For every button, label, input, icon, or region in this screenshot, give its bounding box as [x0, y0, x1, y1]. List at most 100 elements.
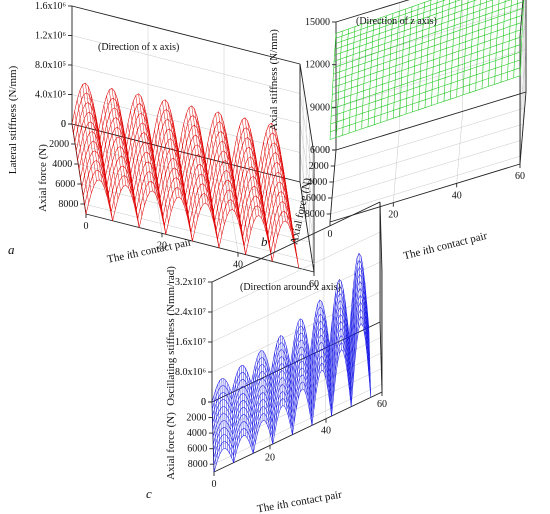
surface-line-y: [279, 146, 294, 242]
floor-gridline-y: [334, 107, 525, 167]
surface-line-y: [278, 338, 281, 409]
surface-line-y: [151, 144, 167, 235]
surface-line-y: [339, 279, 342, 350]
panel-c-z-axis-label: Oscillating stiffness (Nmm/rad): [165, 266, 177, 406]
surface-line-y: [239, 126, 254, 223]
surface-line-y: [519, 0, 525, 76]
box-edge: [71, 5, 301, 65]
y-tick-label: 0: [201, 397, 206, 408]
x-tick-label: 40: [321, 426, 331, 437]
surface-line-y: [194, 108, 209, 206]
surface-line-y: [305, 332, 309, 404]
surface-line-y: [260, 350, 264, 421]
surface-line-y: [226, 134, 241, 229]
surface-line-y: [231, 392, 234, 463]
surface-line-y: [374, 17, 381, 125]
surface-line-y: [217, 383, 221, 455]
z-gridline-right: [519, 6, 527, 79]
surface-line-y: [233, 384, 236, 455]
surface-line-y: [319, 299, 323, 371]
z-gridline: [211, 231, 381, 313]
surface-line-y: [266, 359, 270, 430]
surface-line-y: [234, 149, 249, 243]
z-gridline: [71, 35, 301, 94]
panel-c-ticks: 0 8.0x10⁶ 1.6x10⁷ 2.4x10⁷ 3.2x10⁷ 0 2000 4000 60…: [175, 277, 387, 490]
surface-line-y: [315, 311, 319, 382]
surface-line-y: [362, 266, 366, 337]
panel-a-surface: [71, 82, 300, 269]
y-tick-label: 2000: [309, 161, 329, 172]
panel-b-grid: [329, 0, 527, 223]
floor-gridline-y: [330, 155, 521, 215]
surface-line-y: [202, 142, 217, 235]
surface-line-y: [276, 134, 292, 231]
box-edge: [335, 0, 410, 23]
y-tick-label: 6000: [187, 444, 207, 455]
surface-line-y: [229, 387, 232, 458]
surface-line-y: [172, 121, 188, 216]
surface-line-x: [334, 0, 494, 56]
x-tick-label: 0: [328, 229, 333, 240]
panel-a-x-axis-label: The ith contact pair: [106, 236, 193, 266]
surface-line-y: [364, 282, 368, 353]
surface-line-y: [488, 0, 494, 87]
surface-line-y: [507, 0, 512, 81]
surface-line-y: [235, 377, 238, 448]
surface-line-y: [93, 103, 108, 198]
surface-line-y: [513, 0, 518, 78]
surface-line-y: [148, 128, 164, 222]
surface-line-y: [255, 155, 270, 248]
surface-line-y: [196, 116, 212, 213]
panel-b: 6000900012000150000200040006000800002040…: [261, 0, 527, 262]
surface-line-y: [114, 91, 129, 188]
panel-c-surface: [211, 252, 372, 473]
surface-line-y: [500, 0, 506, 83]
y-tick-label: 4000: [307, 177, 327, 188]
surface-line-y: [284, 178, 300, 269]
surface-line-y: [336, 31, 343, 138]
surface-line-y: [98, 130, 113, 221]
surface-line-y: [143, 104, 159, 200]
z-gridline-right: [299, 122, 315, 214]
surface-line-y: [386, 13, 394, 121]
y-tick-label: 8000: [58, 199, 78, 210]
surface-line-y: [327, 331, 330, 402]
surface-line-y: [281, 161, 297, 254]
z-tick-label: 12000: [305, 60, 330, 71]
surface-line-y: [82, 84, 97, 181]
surface-line-y: [212, 119, 228, 216]
surface-line-y: [265, 131, 281, 228]
surface-line-y: [270, 373, 274, 445]
surface-line-y: [325, 318, 328, 389]
surface-line-y: [264, 353, 268, 425]
surface-line-y: [475, 0, 481, 91]
surface-line-y: [87, 85, 103, 183]
surface-line-y: [301, 319, 305, 390]
surface-line-y: [135, 95, 151, 193]
floor-gridline-y: [78, 163, 307, 223]
surface-line-y: [350, 311, 354, 382]
y-tick-label: 6000: [306, 193, 326, 204]
box-edge: [329, 163, 521, 223]
panel-a: 0 4.0x10⁵ 8.0x10⁵ 1.2x10⁶ 1.6x10⁶ 0 2000 4000 60…: [7, 1, 319, 290]
panel-a-y-axis-label: Axial force (N): [37, 144, 49, 212]
floor-gridline-x: [393, 130, 400, 203]
z-tick-label: 1.6x10⁶: [35, 1, 67, 12]
y-tick-label: 6000: [55, 179, 75, 190]
z-gridline: [71, 64, 301, 124]
surface-line-y: [119, 109, 135, 204]
z-tick-label: 2.4x10⁷: [175, 307, 207, 318]
surface-line-y: [225, 380, 228, 451]
surface-line-y: [456, 0, 463, 98]
surface-line-y: [178, 151, 193, 242]
surface-line-y: [296, 328, 299, 399]
surface-line-y: [207, 143, 222, 236]
surface-line-y: [167, 102, 183, 200]
surface-line-y: [309, 355, 313, 426]
box-edge: [299, 63, 315, 155]
surface-line-y: [412, 4, 419, 112]
surface-line-y: [213, 395, 217, 466]
surface-line-y: [244, 117, 260, 216]
surface-line-y: [231, 164, 246, 255]
panel-b-title: (Direction of z axis): [356, 16, 437, 27]
